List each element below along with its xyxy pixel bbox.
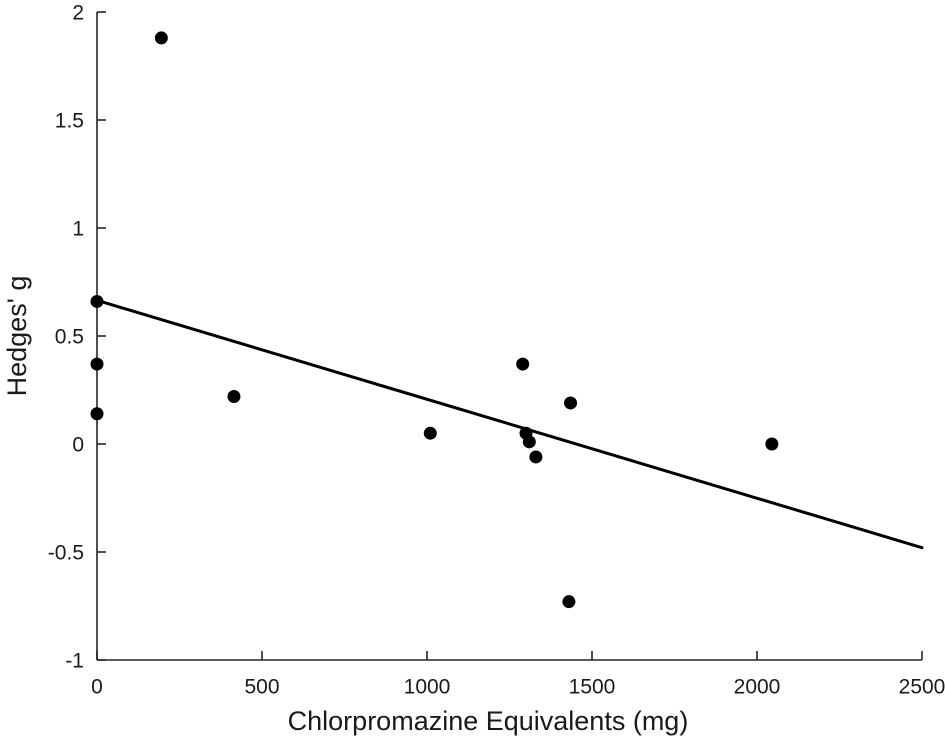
y-tick-label: 2 bbox=[72, 2, 84, 25]
data-point bbox=[562, 595, 576, 609]
data-point bbox=[529, 450, 543, 464]
plot-layer: 0 500 1000 1500 2000 2500 -1 -0.5 0 0.5 1 1.5 2 bbox=[48, 2, 945, 699]
regression-line bbox=[95, 298, 924, 550]
x-tick-label: 2500 bbox=[899, 676, 945, 699]
data-point bbox=[765, 437, 779, 451]
data-point bbox=[522, 435, 536, 449]
y-tick-label: 0.5 bbox=[55, 326, 84, 349]
y-axis-label: Hedges' g bbox=[2, 276, 32, 397]
y-tick-label: -0.5 bbox=[48, 542, 84, 565]
x-tick-label: 500 bbox=[244, 676, 279, 699]
data-point bbox=[516, 357, 530, 371]
data-point bbox=[90, 407, 104, 421]
y-tick-label: 1 bbox=[72, 218, 84, 241]
data-point bbox=[227, 389, 241, 403]
x-tick-label: 0 bbox=[91, 676, 103, 699]
data-point bbox=[154, 31, 168, 45]
y-tick-label: 1.5 bbox=[55, 110, 84, 133]
data-point bbox=[423, 426, 437, 440]
y-tick-label: 0 bbox=[72, 434, 84, 457]
x-tick-label: 2000 bbox=[734, 676, 781, 699]
x-axis-label: Chlorpromazine Equivalents (mg) bbox=[288, 706, 689, 736]
x-tick-label: 1000 bbox=[404, 676, 451, 699]
x-tick-label: 1500 bbox=[569, 676, 616, 699]
data-point bbox=[90, 294, 104, 308]
data-point bbox=[90, 357, 104, 371]
data-point bbox=[564, 396, 578, 410]
y-tick-label: -1 bbox=[65, 650, 84, 673]
